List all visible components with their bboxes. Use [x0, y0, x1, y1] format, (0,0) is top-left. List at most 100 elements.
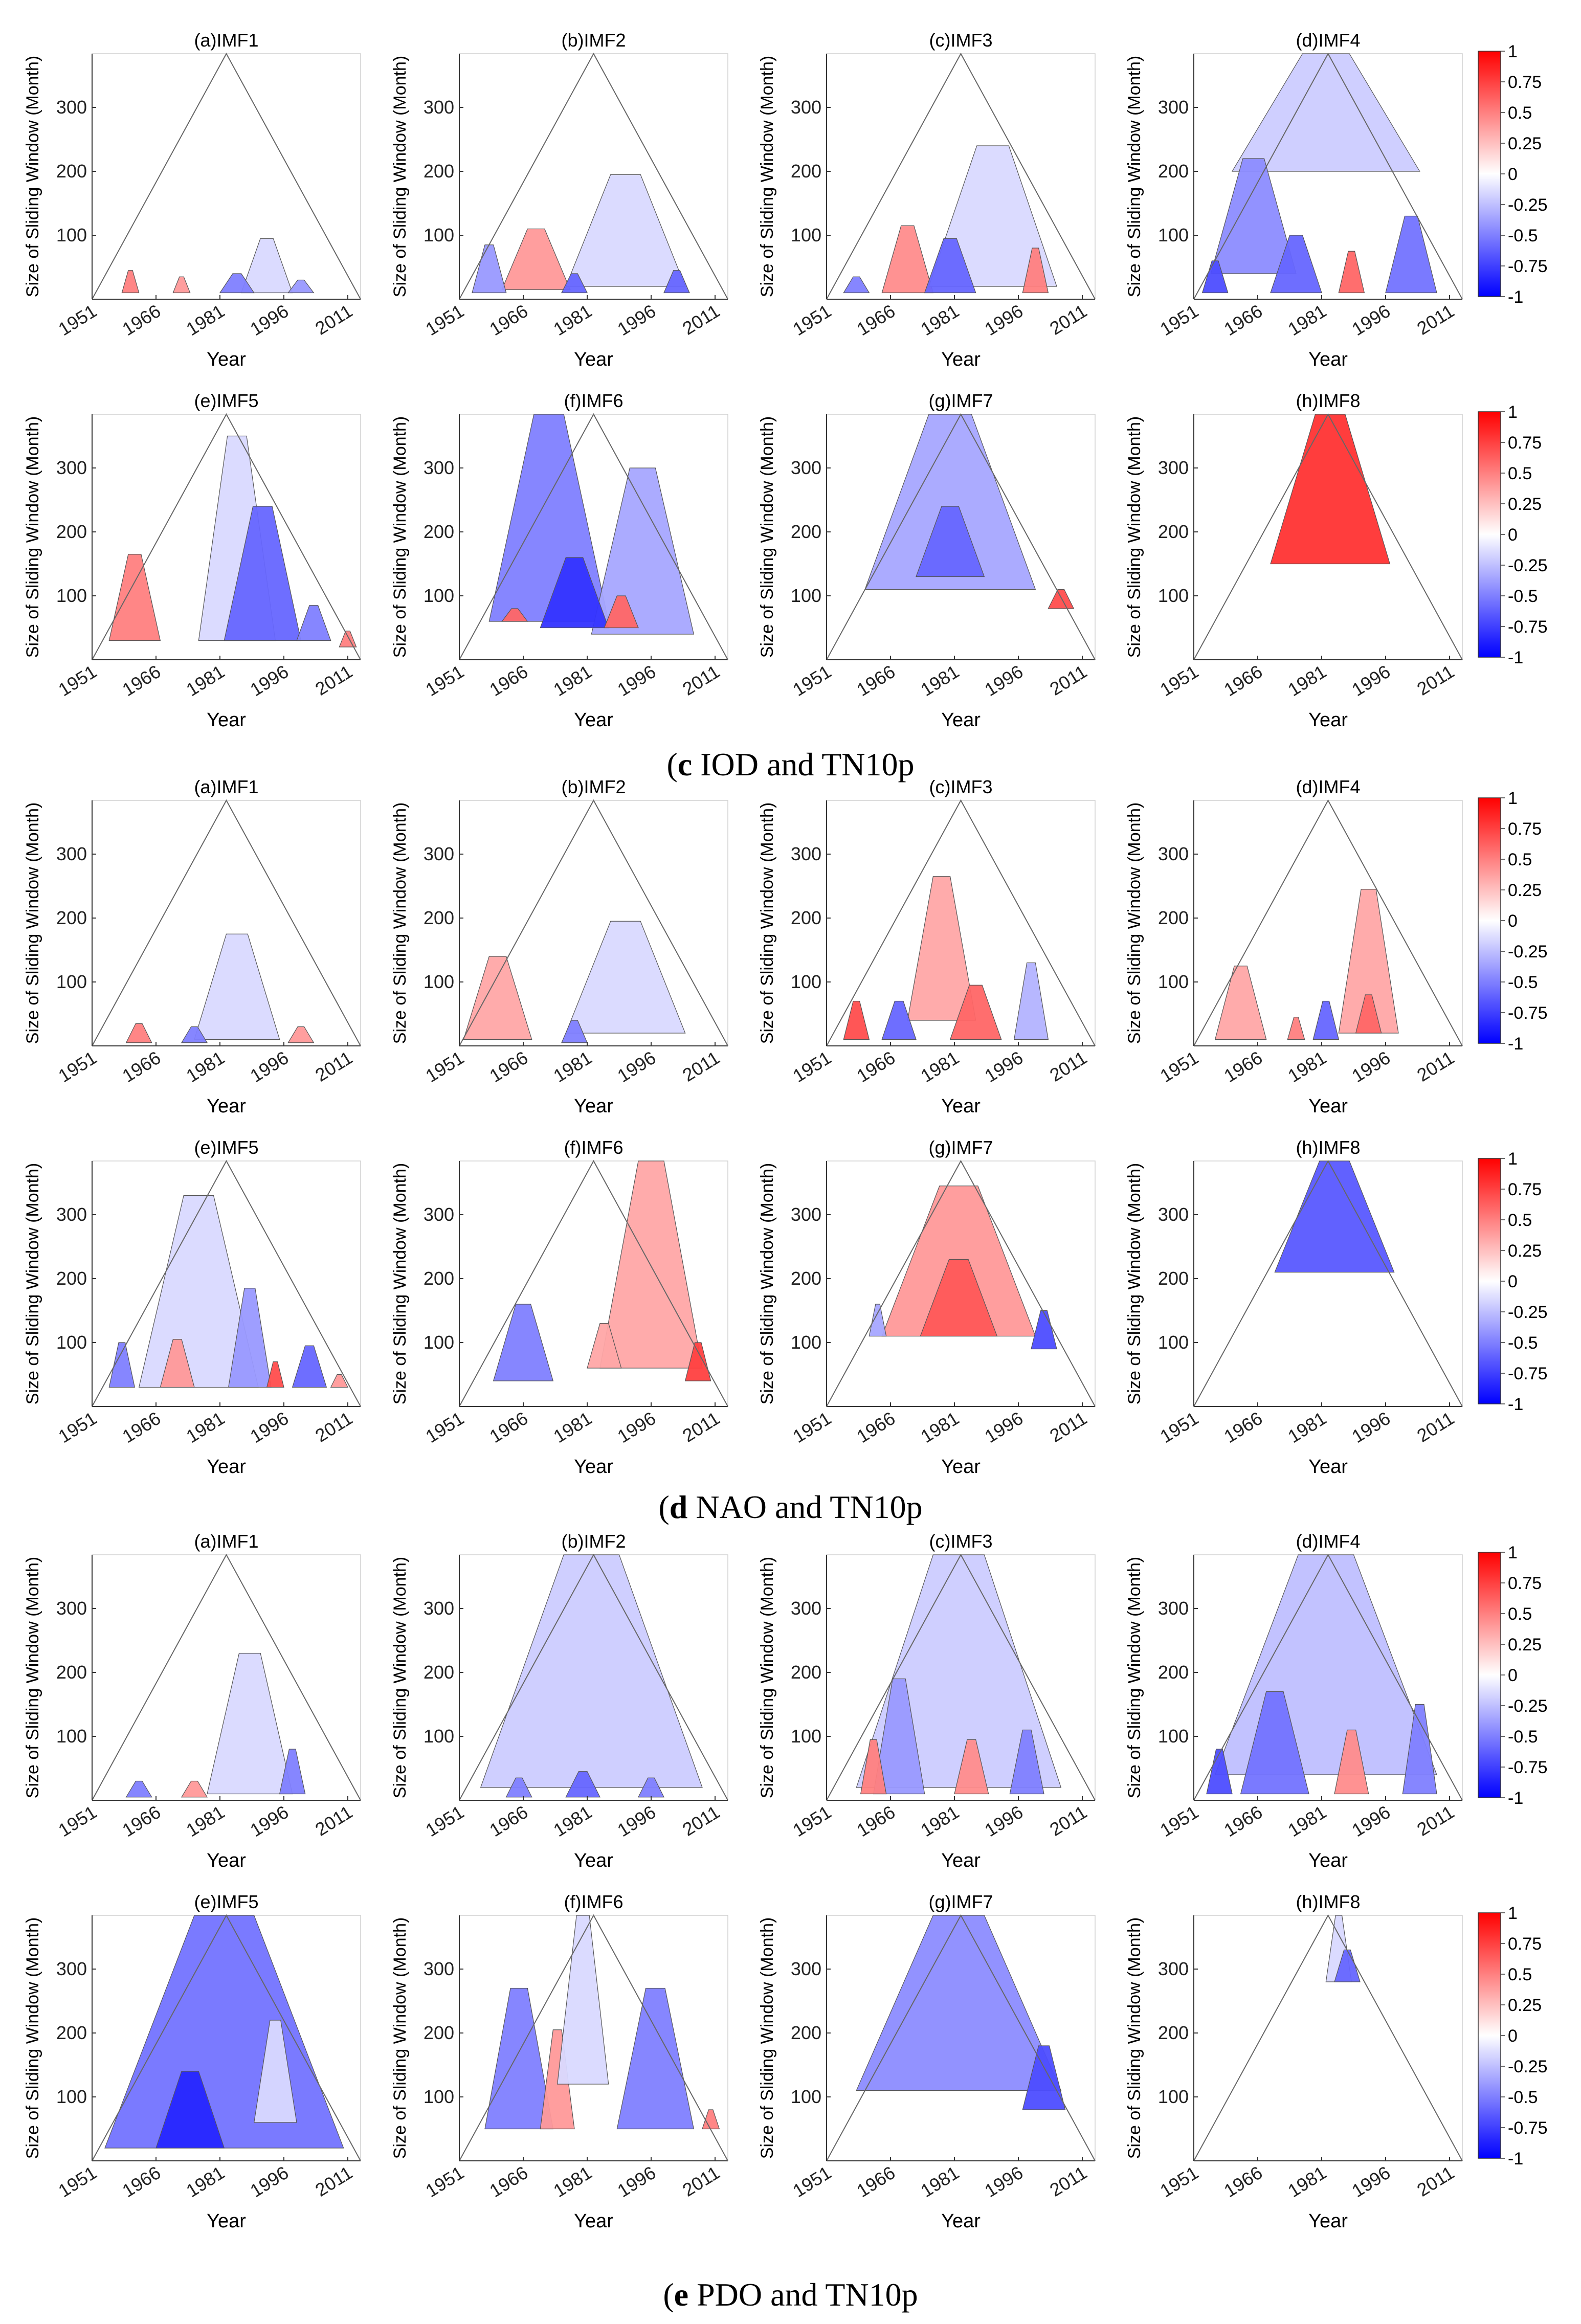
g1-p0-y-tick-1: 200 — [56, 907, 87, 928]
colorbar-0-1-tick-8: -1 — [1508, 648, 1523, 667]
g1-p2-xlabel: Year — [941, 1096, 981, 1117]
g2-p6-x-tick-3: 1996 — [981, 2162, 1027, 2201]
g0-p0-x-tick-1: 1966 — [119, 300, 165, 340]
colorbar-2-1 — [1478, 1912, 1501, 2159]
colorbar-2-1-tick-4: 0 — [1508, 2026, 1518, 2046]
g1-p6-x-tick-2: 1981 — [917, 1407, 963, 1447]
g2-p2-xlabel: Year — [941, 1850, 981, 1871]
g1-p3-x-tick-1: 1966 — [1220, 1047, 1266, 1086]
g1-p4-x-tick-2: 1981 — [183, 1407, 229, 1447]
g1-p4-ylabel: Size of Sliding Window (Month) — [23, 1163, 42, 1404]
g1-p5-title: (f)IMF6 — [564, 1137, 624, 1158]
g2-p0-x-tick-1: 1966 — [119, 1801, 165, 1841]
g0-p4-title: (e)IMF5 — [194, 390, 259, 411]
g2-p3-ylabel: Size of Sliding Window (Month) — [1125, 1557, 1144, 1798]
g2-p1-y-tick-1: 200 — [424, 1662, 454, 1683]
g0-p6-x-tick-1: 1966 — [853, 661, 899, 700]
g2-p2-ylabel: Size of Sliding Window (Month) — [758, 1557, 777, 1798]
caption-d-letter: d — [669, 1489, 688, 1525]
g0-p5-region-3 — [604, 595, 639, 629]
colorbar-0-1-tick-4: 0 — [1508, 525, 1518, 545]
g2-p0-xlabel: Year — [207, 1850, 246, 1871]
g2-p4-xlabel: Year — [207, 2210, 246, 2232]
g0-p6-y-tick-1: 200 — [791, 521, 821, 542]
g1-p6-ylabel: Size of Sliding Window (Month) — [758, 1163, 777, 1404]
g1-p6-y-tick-2: 300 — [791, 1204, 821, 1225]
g2-p0-region-1 — [279, 1749, 306, 1795]
g2-p1-y-tick-0: 100 — [424, 1726, 454, 1747]
g0-p5-y-tick-1: 200 — [424, 521, 454, 542]
g2-p1-y-tick-2: 300 — [424, 1598, 454, 1619]
g0-p1-y-tick-0: 100 — [424, 225, 454, 245]
colorbar-0-0-tick-3: 0.25 — [1508, 134, 1542, 153]
g2-p4-x-tick-3: 1996 — [247, 2162, 293, 2201]
g0-p7-title: (h)IMF8 — [1296, 390, 1361, 411]
g2-p1-region-1 — [565, 1771, 600, 1798]
g0-p5-y-tick-0: 100 — [424, 585, 454, 606]
colorbar-1-1-tick-5: -0.25 — [1508, 1303, 1548, 1322]
g2-p5-x-tick-4: 2011 — [679, 2162, 723, 2201]
g0-p5-x-tick-4: 2011 — [679, 661, 723, 700]
colorbar-1-0-tick-7: -0.75 — [1508, 1003, 1548, 1023]
g1-p7-y-tick-1: 200 — [1158, 1268, 1189, 1289]
g2-p7-triangle-outline — [1193, 1914, 1463, 2161]
g0-p1-y-tick-1: 200 — [424, 161, 454, 182]
g2-p4-title: (e)IMF5 — [194, 1891, 259, 1912]
g0-p2-region-3 — [1022, 248, 1049, 294]
g0-p4-y-tick-2: 300 — [56, 457, 87, 478]
g2-p3-x-tick-0: 1951 — [1156, 1801, 1203, 1841]
g1-p0-x-tick-3: 1996 — [247, 1047, 293, 1086]
g2-p3-y-tick-2: 300 — [1158, 1598, 1189, 1619]
g2-p5-region-2 — [540, 2029, 575, 2130]
g2-p7-title: (h)IMF8 — [1296, 1891, 1361, 1912]
g1-p0-x-tick-2: 1981 — [183, 1047, 229, 1086]
g0-p0-region-2 — [240, 238, 293, 294]
g0-p4-x-tick-2: 1981 — [183, 661, 229, 700]
colorbar-1-0 — [1478, 797, 1501, 1044]
g1-p0-x-tick-4: 2011 — [311, 1047, 356, 1086]
g1-p5-y-tick-0: 100 — [424, 1332, 454, 1353]
g2-p5-region-3 — [556, 1915, 609, 2085]
g2-p7-ylabel: Size of Sliding Window (Month) — [1125, 1917, 1144, 2159]
colorbar-0-0-tick-8: -1 — [1508, 287, 1523, 307]
g2-p4-y-tick-2: 300 — [56, 1958, 87, 1979]
g0-p1-x-tick-3: 1996 — [614, 300, 660, 340]
g2-p5-ylabel: Size of Sliding Window (Month) — [390, 1917, 410, 2159]
g1-p1-region-0 — [463, 956, 532, 1040]
g0-p3-x-tick-4: 2011 — [1413, 300, 1458, 339]
g1-p0-title: (a)IMF1 — [194, 776, 259, 797]
g1-p1-x-tick-3: 1996 — [614, 1047, 660, 1086]
g2-p7-y-tick-0: 100 — [1158, 2086, 1189, 2107]
g2-p2-title: (c)IMF3 — [929, 1531, 993, 1552]
g1-p3-region-0 — [1214, 966, 1267, 1040]
colorbar-2-0-tick-5: -0.25 — [1508, 1696, 1548, 1716]
g1-p5-x-tick-3: 1996 — [614, 1407, 660, 1447]
g2-p7-x-tick-2: 1981 — [1284, 2162, 1330, 2201]
g2-p3-region-2 — [1334, 1729, 1369, 1795]
g0-p4-x-tick-1: 1966 — [119, 661, 165, 700]
colorbar-1-0-tick-5: -0.25 — [1508, 942, 1548, 962]
g1-p3-region-4 — [1287, 1017, 1305, 1040]
g2-p7-y-tick-1: 200 — [1158, 2022, 1189, 2043]
g1-p2-region-1 — [949, 985, 1002, 1040]
g1-p3-y-tick-1: 200 — [1158, 907, 1189, 928]
g2-p1-xlabel: Year — [574, 1850, 613, 1871]
g0-p6-region-0 — [864, 414, 1036, 590]
g2-p2-x-tick-1: 1966 — [853, 1801, 899, 1841]
g0-p2-x-tick-1: 1966 — [853, 300, 899, 340]
g2-p7-region-1 — [1334, 1949, 1361, 1982]
g2-p6-x-tick-0: 1951 — [789, 2162, 835, 2201]
g1-p4-region-2 — [160, 1339, 195, 1388]
g0-p5-ylabel: Size of Sliding Window (Month) — [390, 416, 410, 658]
g2-p3-region-4 — [1402, 1704, 1437, 1795]
g0-p2-xlabel: Year — [941, 349, 981, 370]
colorbar-1-1-tick-2: 0.5 — [1508, 1211, 1532, 1230]
colorbar-1-0-tick-2: 0.5 — [1508, 850, 1532, 869]
g1-p4-region-0 — [138, 1195, 259, 1388]
g2-p7-x-tick-0: 1951 — [1156, 2162, 1203, 2201]
g2-p3-title: (d)IMF4 — [1296, 1531, 1361, 1552]
g0-p4-y-tick-1: 200 — [56, 521, 87, 542]
g2-p2-x-tick-2: 1981 — [917, 1801, 963, 1841]
g0-p0-x-tick-3: 1996 — [247, 300, 293, 340]
g2-p7-x-tick-4: 2011 — [1413, 2162, 1458, 2201]
